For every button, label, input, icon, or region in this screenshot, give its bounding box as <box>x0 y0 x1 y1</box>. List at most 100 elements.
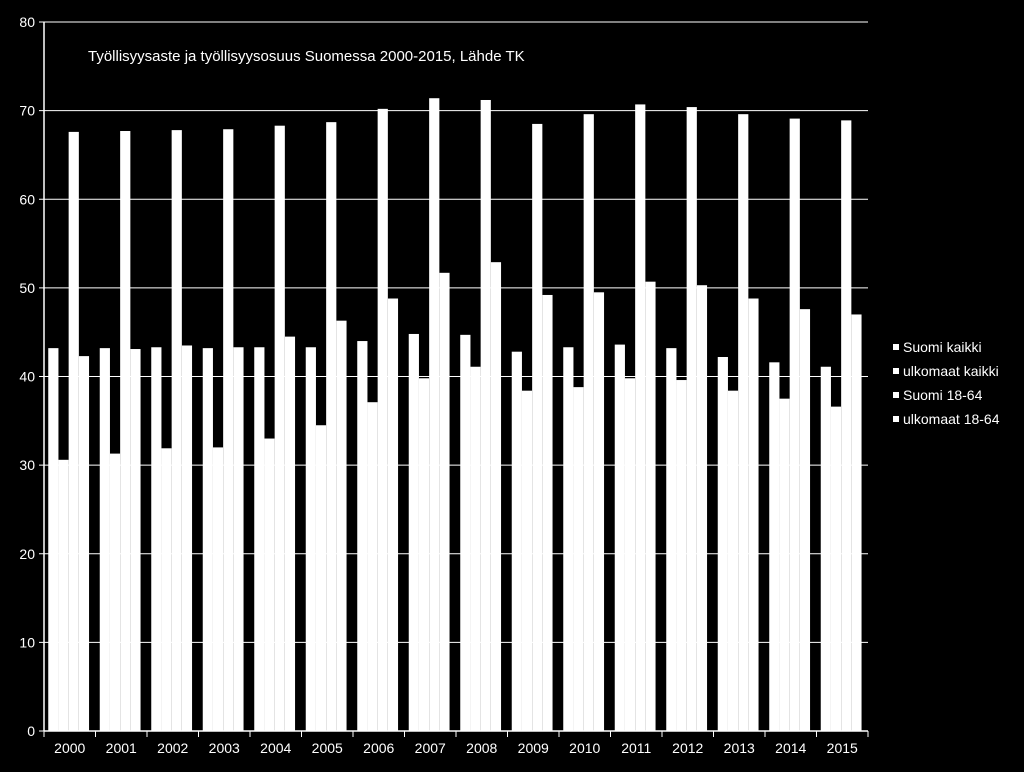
bar <box>109 453 121 731</box>
bar <box>367 402 378 731</box>
x-tick-label: 2005 <box>312 740 343 756</box>
y-tick-label: 0 <box>27 723 35 739</box>
y-tick-label: 10 <box>19 634 35 650</box>
bar <box>326 122 337 732</box>
bar <box>161 448 172 731</box>
bar <box>68 131 79 731</box>
x-tick-label: 2001 <box>106 740 137 756</box>
bar <box>336 320 347 731</box>
bar <box>769 362 780 731</box>
x-tick-label: 2015 <box>827 740 858 756</box>
y-tick-label: 50 <box>19 280 35 296</box>
bar <box>573 387 584 731</box>
x-tick-label: 2014 <box>775 740 806 756</box>
bar <box>223 129 234 731</box>
bar <box>233 347 244 731</box>
bar <box>799 309 811 731</box>
bar <box>624 378 636 731</box>
bar <box>284 336 296 731</box>
bar-group <box>48 98 862 732</box>
x-tick-label: 2009 <box>518 740 549 756</box>
legend-label: Suomi kaikki <box>903 339 982 355</box>
bar <box>181 345 193 731</box>
x-tick-label: 2011 <box>621 740 651 756</box>
y-tick-label: 80 <box>19 14 35 30</box>
y-tick-label: 20 <box>19 546 35 562</box>
y-tick-label: 60 <box>19 191 35 207</box>
legend-label: ulkomaat 18-64 <box>903 411 1000 427</box>
x-tick-label: 2006 <box>363 740 394 756</box>
bar <box>439 272 450 731</box>
bar <box>696 285 708 731</box>
bar <box>480 99 491 732</box>
bar <box>315 425 327 731</box>
bar <box>851 314 862 731</box>
x-tick-label: 2004 <box>260 740 291 756</box>
bar <box>130 349 141 731</box>
bar <box>614 344 625 731</box>
bar <box>120 131 131 732</box>
y-tick-label: 70 <box>19 103 35 119</box>
bar <box>717 357 728 731</box>
bar <box>789 118 800 731</box>
x-tick-label: 2007 <box>415 740 446 756</box>
axes: 0 10 20 30 40 50 60 70 80 2000 2001 2002 2003 2004 200… <box>19 14 869 756</box>
bar <box>583 114 594 732</box>
legend: Suomi kaikki ulkomaat kaikki Suomi 18-64 ul… <box>893 339 1000 427</box>
bar <box>563 347 574 731</box>
bar <box>830 406 842 731</box>
legend-swatch <box>893 392 899 398</box>
bar <box>78 356 90 731</box>
y-tick-label: 30 <box>19 457 35 473</box>
bar <box>820 366 831 731</box>
y-tick-label: 40 <box>19 369 35 385</box>
legend-swatch <box>893 368 899 374</box>
bar <box>666 348 677 731</box>
bar <box>171 130 182 731</box>
bar <box>593 292 605 731</box>
x-tick-label: 2012 <box>672 740 703 756</box>
bar <box>645 281 656 731</box>
bar <box>635 104 646 731</box>
bar <box>727 390 739 731</box>
bar <box>779 398 790 731</box>
bar <box>408 333 419 731</box>
bar <box>841 120 852 731</box>
bar <box>418 378 430 731</box>
bar <box>532 123 543 731</box>
bar <box>254 347 265 731</box>
bar <box>357 341 368 731</box>
bar <box>274 125 285 731</box>
legend-label: ulkomaat kaikki <box>903 363 999 379</box>
x-tick-label: 2000 <box>54 740 85 756</box>
bar <box>202 348 213 731</box>
x-tick-label: 2008 <box>466 740 497 756</box>
bar <box>377 108 388 732</box>
bar <box>470 366 481 731</box>
bar <box>58 459 69 731</box>
bar <box>748 298 759 731</box>
legend-label: Suomi 18-64 <box>903 387 983 403</box>
bar <box>212 447 224 731</box>
bar <box>99 348 110 731</box>
bar <box>738 114 749 732</box>
legend-swatch <box>893 416 899 422</box>
chart-title: Työllisyysaste ja työllisyysosuus Suomes… <box>88 48 525 65</box>
bar <box>151 347 162 731</box>
x-tick-label: 2013 <box>724 740 755 756</box>
bar <box>521 390 533 731</box>
bar <box>48 348 59 731</box>
bar <box>429 98 440 731</box>
bar <box>542 294 553 731</box>
bar <box>490 262 502 731</box>
bar <box>264 438 275 731</box>
bar <box>460 334 471 731</box>
bar <box>686 107 697 731</box>
bar <box>305 347 316 731</box>
x-tick-label: 2010 <box>569 740 600 756</box>
bar <box>676 380 687 731</box>
bar <box>511 351 522 731</box>
legend-swatch <box>893 344 899 350</box>
x-tick-label: 2003 <box>209 740 240 756</box>
